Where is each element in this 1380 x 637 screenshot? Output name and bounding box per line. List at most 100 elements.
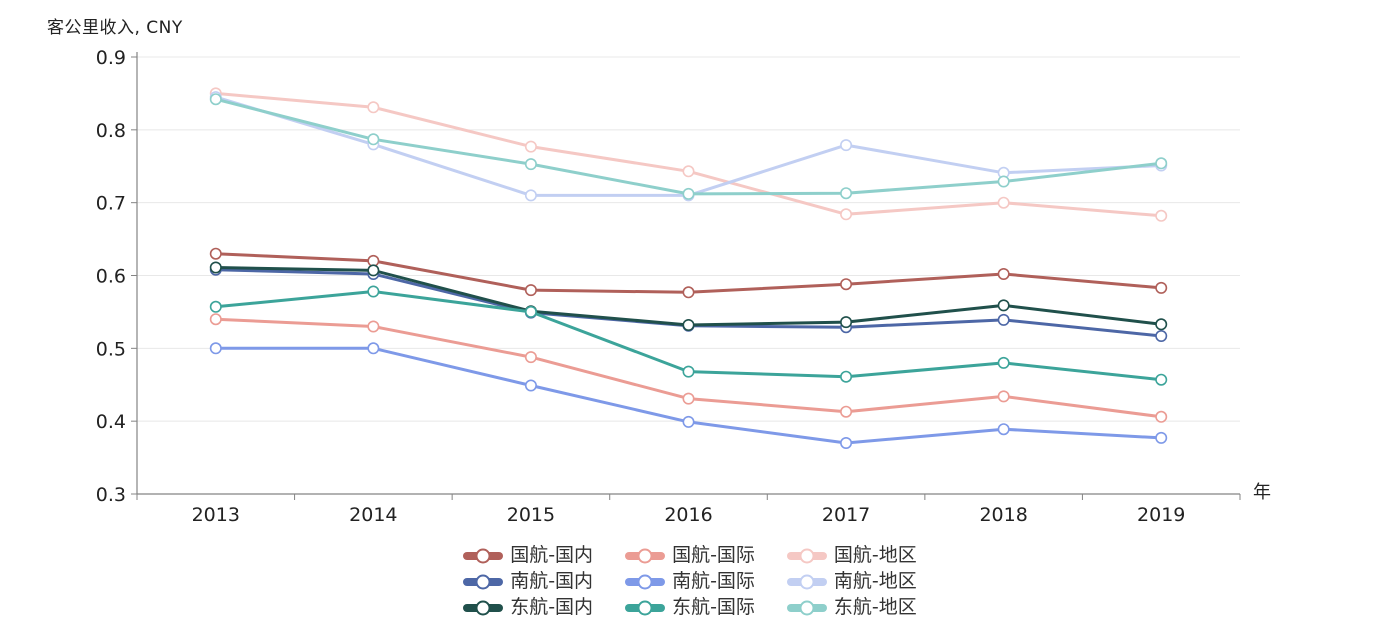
data-point [682,415,695,428]
x-tick-label: 2014 [349,504,397,526]
data-point [367,320,380,333]
legend-marker-ring-icon [637,600,653,615]
data-point [524,158,537,171]
data-point [682,365,695,378]
chart-title: 客公里收入, CNY [47,18,183,38]
data-point [840,139,853,152]
data-point [997,390,1010,403]
y-tick-label: 0.3 [96,484,126,506]
data-point [997,196,1010,209]
legend-swatch-icon [463,600,504,615]
data-point [367,342,380,355]
data-point [840,278,853,291]
data-point [524,305,537,318]
data-point [367,101,380,114]
legend-label: 南航-国内 [510,570,594,592]
legend-swatch-icon [463,574,504,589]
x-axis-unit-label: 年 [1253,482,1271,503]
legend-row: 东航-国内 东航-国际 东航-地区 [463,598,917,617]
legend-item-国航-国内[interactable]: 国航-国内 [463,546,593,565]
x-tick-label: 2013 [192,504,240,526]
data-point [1155,329,1168,342]
data-point [1155,209,1168,222]
data-point [682,392,695,405]
legend-label: 国航-国内 [510,544,594,566]
x-tick-label: 2019 [1137,504,1185,526]
y-tick-label: 0.7 [96,193,126,215]
x-tick-label: 2018 [979,504,1027,526]
series-国航-国际 [209,313,1168,423]
legend-swatch-icon [786,600,827,615]
line-chart: 0.3 0.4 0.5 0.6 0.7 0.8 0.9 2013 2014 2015 2016 201… [96,47,1271,526]
x-tick-label: 2016 [664,504,712,526]
legend-swatch-icon [463,548,504,563]
data-point [367,285,380,298]
legend-label: 国航-国际 [672,544,755,566]
data-point [997,175,1010,188]
data-point [840,316,853,329]
data-point [209,261,222,274]
legend-marker-ring-icon [799,548,815,563]
legend-item-南航-国际[interactable]: 南航-国际 [625,572,755,591]
data-point [209,313,222,326]
data-point [840,187,853,200]
y-tick-label: 0.9 [96,47,126,69]
data-point [997,423,1010,436]
data-point [840,436,853,449]
data-point [1155,431,1168,444]
data-point [682,187,695,200]
data-point [997,356,1010,369]
legend-item-国航-地区[interactable]: 国航-地区 [786,544,917,566]
legend-marker-ring-icon [799,574,815,589]
series-南航-地区 [209,91,1168,202]
data-point [1155,281,1168,294]
legend-swatch-icon [625,600,666,615]
data-point [1155,157,1168,170]
data-point [524,140,537,153]
legend-marker-ring-icon [475,548,491,563]
legend-swatch-icon [625,548,666,563]
legend-marker-ring-icon [799,600,815,615]
series-line [214,97,1163,196]
legend-row: 国航-国内 国航-国际 国航-地区 [463,546,917,565]
y-tick-label: 0.8 [96,120,126,142]
data-point [682,318,695,331]
data-point [997,267,1010,280]
data-point [1155,318,1168,331]
legend-label: 东航-国内 [510,596,594,618]
legend-item-国航-国际[interactable]: 国航-国际 [625,546,755,565]
legend-label: 南航-国际 [672,570,755,592]
legend-item-东航-国内[interactable]: 东航-国内 [463,598,593,617]
data-point [524,379,537,392]
legend-label: 东航-地区 [833,596,917,618]
data-point [524,189,537,202]
legend-swatch-icon [625,574,666,589]
legend-item-南航-地区[interactable]: 南航-地区 [786,572,917,591]
y-tick-label: 0.4 [96,411,126,433]
data-point [209,300,222,313]
data-point [209,342,222,355]
data-point [997,299,1010,312]
data-point [840,370,853,383]
data-point [840,405,853,418]
series-南航-国际 [209,342,1168,449]
series-国航-地区 [209,87,1168,222]
legend-item-东航-国际[interactable]: 东航-国际 [625,598,755,617]
legend-item-南航-国内[interactable]: 南航-国内 [463,572,593,591]
data-point [682,286,695,299]
data-point [367,264,380,277]
legend-label: 国航-地区 [833,544,917,566]
x-tick-label: 2017 [822,504,870,526]
legend-marker-ring-icon [637,548,653,563]
data-point [367,133,380,146]
y-tick-label: 0.5 [96,338,126,360]
data-point [997,313,1010,326]
data-point [524,351,537,364]
legend-swatch-icon [786,548,827,563]
data-point [209,93,222,106]
data-point [1155,410,1168,423]
legend-label: 东航-国际 [672,596,755,618]
data-point [840,208,853,221]
legend-item-东航-地区[interactable]: 东航-地区 [786,596,917,618]
